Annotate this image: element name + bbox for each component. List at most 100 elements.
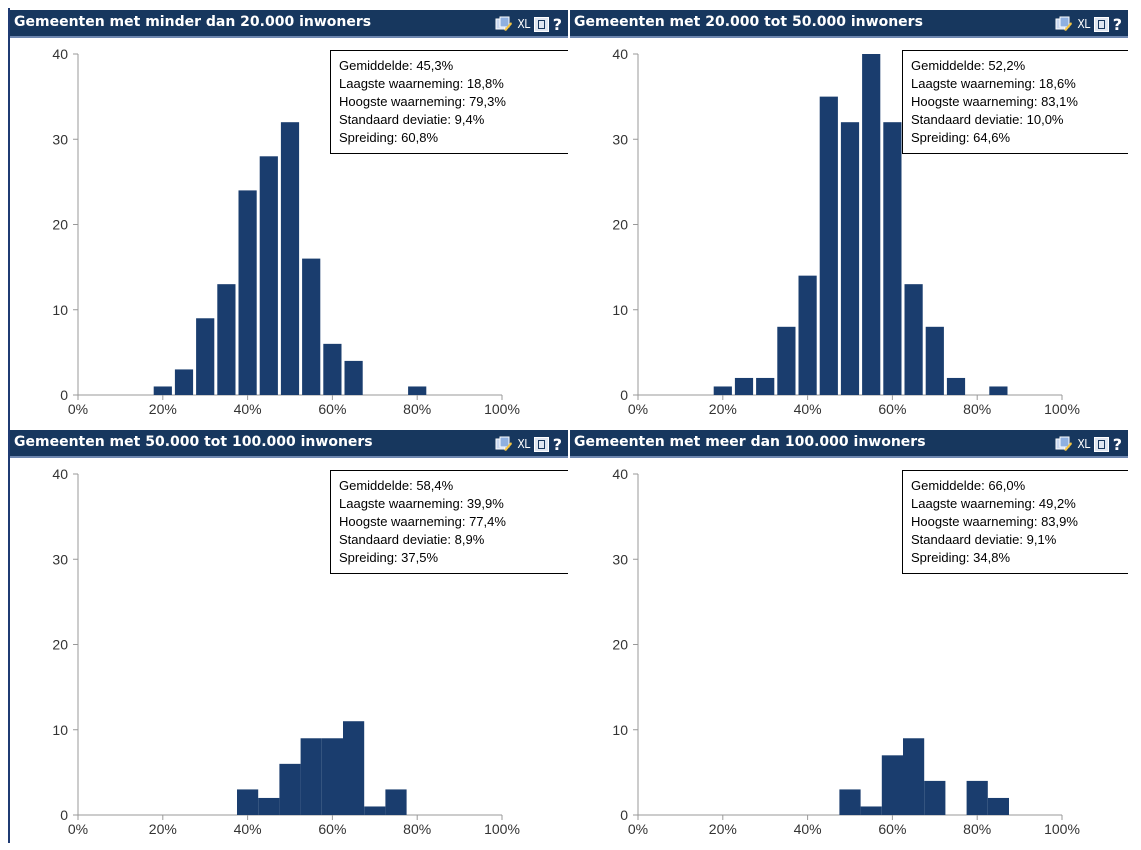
x-tick-label: 100% — [1044, 401, 1080, 417]
histogram-bar — [343, 721, 365, 815]
help-icon[interactable]: ? — [552, 434, 562, 454]
copy-icon[interactable] — [1055, 436, 1073, 452]
excel-icon[interactable]: XL — [1077, 17, 1090, 31]
panel-header: Gemeenten met meer dan 100.000 inwoners … — [570, 430, 1128, 458]
stat-min: Laagste waarneming: 39,9% — [339, 496, 504, 511]
chart-panel-1: Gemeenten met minder dan 20.000 inwoners… — [10, 10, 568, 430]
y-tick-label: 30 — [612, 131, 628, 147]
copy-icon[interactable] — [495, 16, 513, 32]
help-icon[interactable]: ? — [552, 14, 562, 34]
histogram-bar — [798, 275, 817, 395]
x-tick-label: 60% — [318, 401, 346, 417]
y-tick-label: 0 — [60, 387, 68, 403]
histogram-bar — [989, 386, 1008, 395]
y-tick-label: 0 — [60, 807, 68, 823]
histogram-bar — [302, 258, 321, 395]
panel-toolbar: XL ? — [1055, 434, 1122, 454]
stat-range: Spreiding: 37,5% — [339, 550, 439, 565]
copy-icon[interactable] — [495, 436, 513, 452]
x-tick-label: 100% — [484, 401, 520, 417]
x-tick-label: 40% — [234, 401, 262, 417]
chart-title: Gemeenten met minder dan 20.000 inwoners — [14, 14, 372, 30]
histogram-bar — [238, 190, 257, 395]
histogram-bar — [903, 738, 925, 815]
histogram-bar — [196, 318, 215, 395]
chart-panel-3: Gemeenten met 50.000 tot 100.000 inwoner… — [10, 430, 568, 850]
histogram-bar — [946, 377, 966, 395]
histogram-bar — [217, 284, 236, 395]
calculator-icon[interactable] — [1093, 436, 1109, 452]
x-tick-label: 40% — [234, 821, 262, 837]
y-tick-label: 20 — [52, 217, 68, 233]
calculator-icon[interactable] — [533, 16, 549, 32]
calculator-icon[interactable] — [533, 436, 549, 452]
stats-box: Gemiddelde: 58,4% Laagste waarneming: 39… — [330, 470, 568, 574]
stat-stddev: Standaard deviatie: 10,0% — [911, 112, 1064, 127]
chart-panel-4: Gemeenten met meer dan 100.000 inwoners … — [570, 430, 1128, 850]
histogram-bar — [924, 780, 946, 815]
histogram-bar — [840, 122, 860, 395]
help-icon[interactable]: ? — [1112, 434, 1122, 454]
x-tick-label: 20% — [709, 401, 737, 417]
x-tick-label: 60% — [318, 821, 346, 837]
stat-min: Laagste waarneming: 18,8% — [339, 76, 504, 91]
histogram-bar — [904, 284, 923, 395]
histogram-bar — [819, 96, 838, 395]
calculator-icon[interactable] — [1093, 16, 1109, 32]
x-tick-label: 80% — [403, 821, 431, 837]
y-tick-label: 40 — [52, 466, 68, 482]
x-tick-label: 20% — [709, 821, 737, 837]
histogram-bar — [860, 806, 882, 815]
histogram-bar — [713, 386, 732, 395]
stat-stddev: Standaard deviatie: 9,4% — [339, 112, 485, 127]
x-tick-label: 40% — [794, 401, 822, 417]
excel-icon[interactable]: XL — [1077, 437, 1090, 451]
y-tick-label: 30 — [52, 551, 68, 567]
histogram-bar — [300, 738, 322, 815]
y-tick-label: 30 — [52, 131, 68, 147]
panel-toolbar: XL ? — [495, 434, 562, 454]
histogram-bar — [987, 797, 1009, 815]
histogram-bar — [323, 343, 342, 395]
histogram-bar — [756, 377, 775, 395]
y-tick-label: 10 — [52, 302, 68, 318]
panel-header: Gemeenten met minder dan 20.000 inwoners… — [10, 10, 568, 38]
help-icon[interactable]: ? — [1112, 14, 1122, 34]
y-tick-label: 20 — [612, 217, 628, 233]
y-tick-label: 0 — [620, 387, 628, 403]
histogram-bar — [344, 360, 363, 395]
excel-icon[interactable]: XL — [517, 437, 530, 451]
stat-max: Hoogste waarneming: 77,4% — [339, 514, 506, 529]
panel-header: Gemeenten met 20.000 tot 50.000 inwoners… — [570, 10, 1128, 38]
x-tick-label: 80% — [963, 401, 991, 417]
panel-toolbar: XL ? — [495, 14, 562, 34]
y-tick-label: 40 — [612, 466, 628, 482]
y-tick-label: 40 — [52, 46, 68, 62]
x-tick-label: 0% — [68, 401, 88, 417]
copy-icon[interactable] — [1055, 16, 1073, 32]
histogram-bar — [839, 789, 861, 815]
histogram-bar — [883, 122, 902, 395]
chart-title: Gemeenten met 20.000 tot 50.000 inwoners — [574, 14, 923, 30]
histogram-bar — [321, 738, 343, 815]
histogram-bar — [259, 156, 278, 395]
histogram-bar — [174, 369, 194, 395]
x-tick-label: 40% — [794, 821, 822, 837]
y-tick-label: 10 — [612, 302, 628, 318]
histogram-bar — [734, 377, 754, 395]
histogram-bar — [925, 326, 944, 395]
y-tick-label: 10 — [52, 722, 68, 738]
excel-icon[interactable]: XL — [517, 17, 530, 31]
y-tick-label: 20 — [52, 637, 68, 653]
stats-box: Gemiddelde: 66,0% Laagste waarneming: 49… — [902, 470, 1128, 574]
y-tick-label: 30 — [612, 551, 628, 567]
stat-max: Hoogste waarneming: 83,1% — [911, 94, 1078, 109]
histogram-chart: 0 10 20 30 40 0% 20% 40% 60% 80% 100% — [612, 466, 1079, 837]
x-tick-label: 80% — [963, 821, 991, 837]
histogram-bar — [237, 789, 259, 815]
histogram-chart: 0 10 20 30 40 0% 20% 40% 60% 80% 100% — [52, 466, 519, 837]
y-tick-label: 20 — [612, 637, 628, 653]
stat-range: Spreiding: 60,8% — [339, 130, 439, 145]
histogram-bar — [966, 780, 988, 815]
x-tick-label: 20% — [149, 401, 177, 417]
